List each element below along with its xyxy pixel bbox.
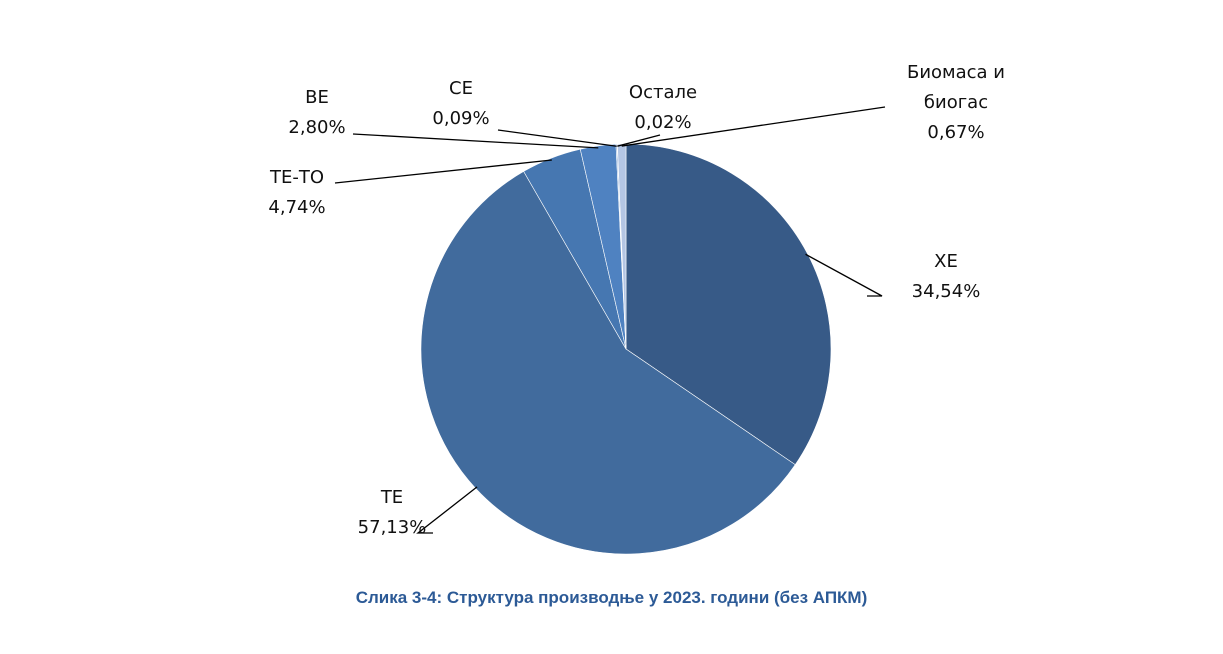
leader-lines	[334, 106, 886, 534]
slice-value-label-0: 34,54%	[912, 281, 981, 302]
slice-value-label-3: 2,80%	[288, 117, 345, 138]
slice-name-label-3: ВЕ	[305, 87, 329, 108]
leader-line-5	[617, 134, 661, 147]
slice-name-label-6: Биомаса и	[907, 62, 1005, 83]
slice-name-label-1: ТЕ	[380, 487, 403, 508]
pie-slices	[420, 143, 832, 555]
figure-caption: Слика 3-4: Структура производње у 2023. …	[355, 588, 868, 607]
leader-line-4	[497, 129, 617, 147]
slice-labels: ХЕ 34,54% ТЕ 57,13% ТЕ-ТО 4,74% ВЕ 2,80% СЕ 0,09%…	[268, 62, 1005, 538]
slice-name-label-2: ТЕ-ТО	[269, 167, 324, 188]
slice-value-label-4: 0,09%	[432, 108, 489, 129]
leader-line-3	[352, 133, 599, 149]
leader-line-2	[334, 159, 552, 184]
leader-line-1	[416, 486, 478, 534]
leader-line-0	[805, 253, 883, 297]
slice-name-label-0: ХЕ	[934, 251, 958, 272]
slice-value-label-5: 0,02%	[634, 112, 691, 133]
slice-value-label-6: 0,67%	[927, 122, 984, 143]
pie-slice-0	[625, 143, 832, 466]
slice-value-label-2: 4,74%	[268, 197, 325, 218]
slice-name-label-5: Остале	[629, 82, 697, 103]
leader-line-6	[621, 106, 886, 147]
slice-name-label-6: биогас	[924, 92, 988, 113]
slice-value-label-1: 57,13%	[358, 517, 427, 538]
slice-name-label-4: СЕ	[449, 78, 473, 99]
